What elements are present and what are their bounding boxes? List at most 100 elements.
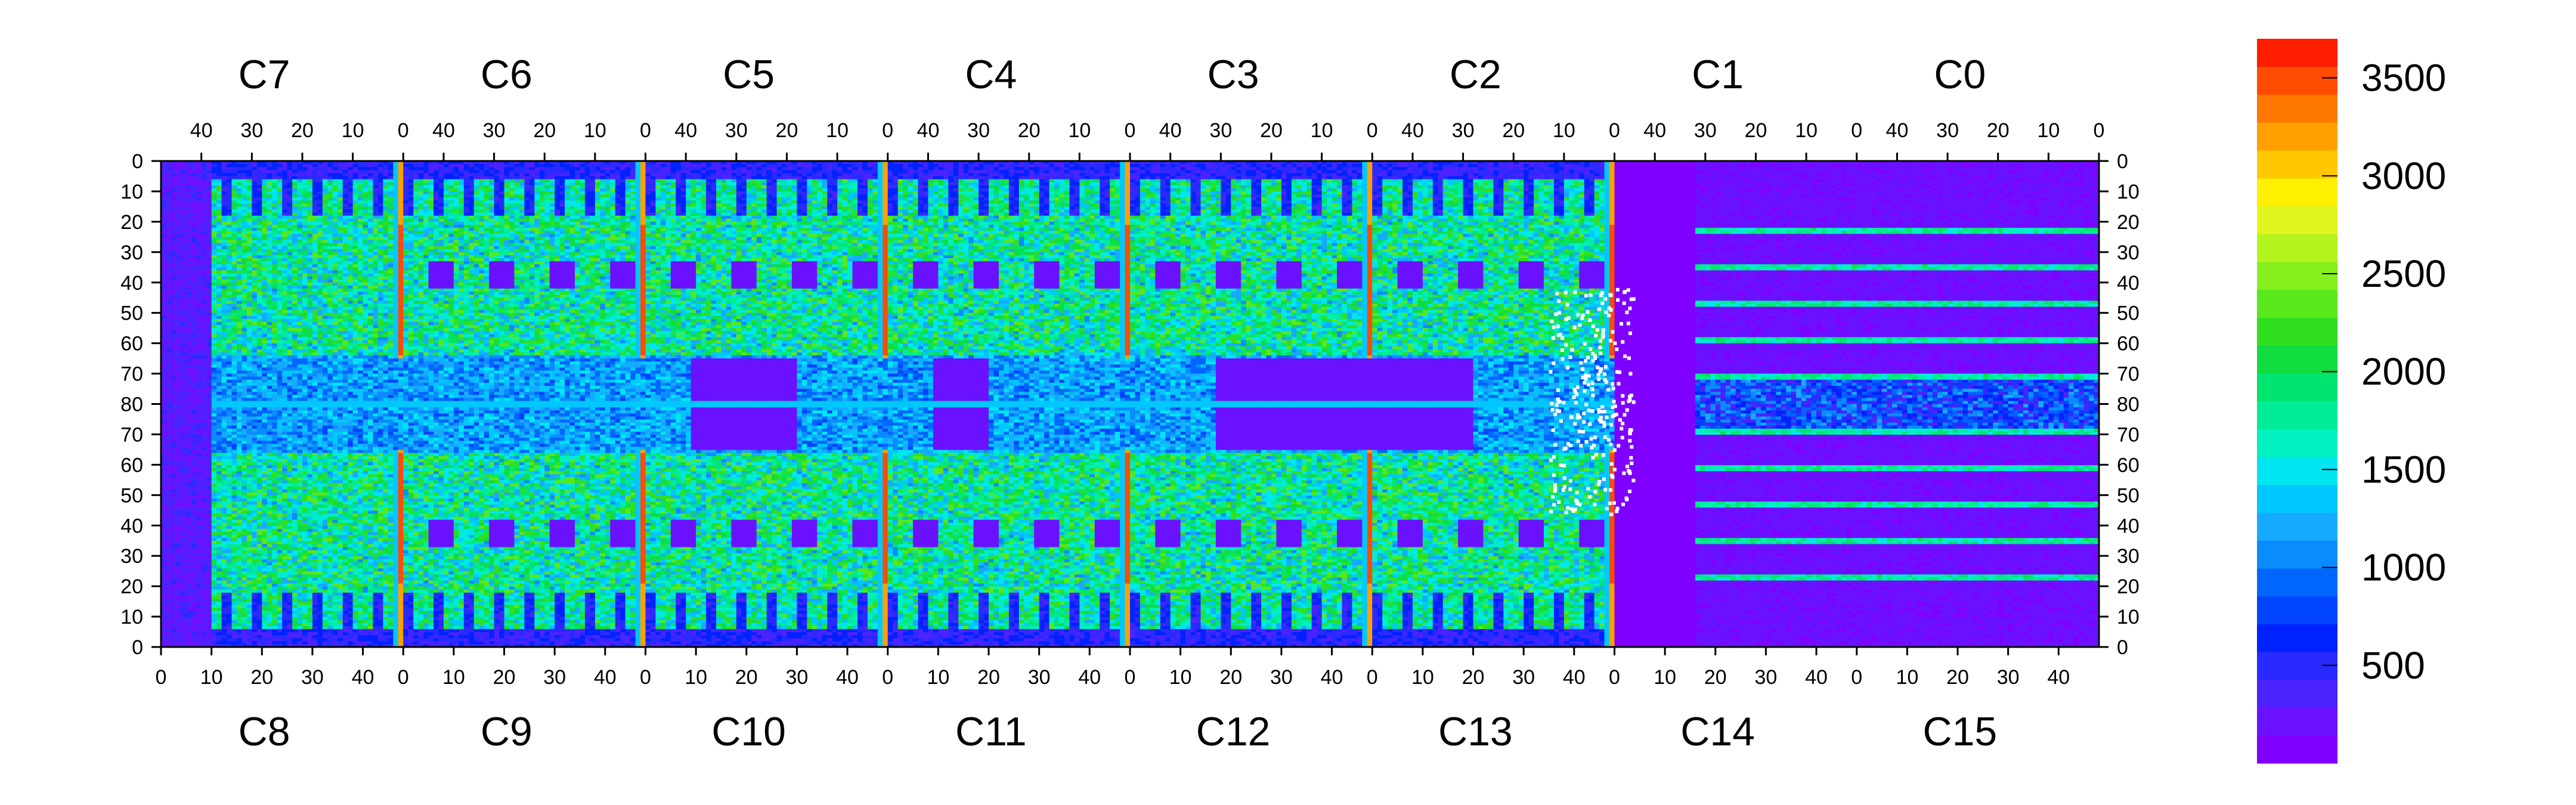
bottom-tick-label: 20 [1462, 666, 1485, 689]
top-tick-label: 20 [533, 119, 556, 142]
bottom-tick-label: 30 [1270, 666, 1293, 689]
y-tick-label-left: 20 [120, 211, 143, 234]
y-tick-label-right: 50 [2117, 484, 2140, 507]
top-tick-label: 20 [1018, 119, 1041, 142]
y-tick-label-left: 0 [132, 636, 143, 659]
colorbar-segment [2257, 540, 2337, 568]
bottom-tick-label: 10 [1896, 666, 1918, 689]
chip-label-top: C0 [1934, 52, 1986, 97]
chip-label-top: C2 [1450, 52, 1501, 97]
bottom-tick-label: 40 [1078, 666, 1101, 689]
top-tick-label: 40 [1401, 119, 1424, 142]
chip-label-top: C5 [723, 52, 775, 97]
top-tick-label: 10 [584, 119, 606, 142]
bottom-tick-label: 40 [1563, 666, 1586, 689]
bottom-tick-label: 0 [156, 666, 167, 689]
y-tick-label-right: 70 [2117, 363, 2140, 386]
y-tick-label-right: 10 [2117, 181, 2140, 203]
chip-label-bottom: C14 [1680, 709, 1755, 754]
top-tick-label: 20 [776, 119, 798, 142]
bottom-tick-label: 30 [543, 666, 566, 689]
colorbar-tick-label: 500 [2361, 644, 2425, 687]
top-tick-label: 0 [640, 119, 651, 142]
y-tick-label-left: 10 [120, 181, 143, 203]
top-tick-label: 10 [1795, 119, 1818, 142]
top-tick-label: 10 [342, 119, 364, 142]
y-tick-label-right: 40 [2117, 272, 2140, 295]
colorbar-tick-label: 2000 [2361, 350, 2446, 393]
bottom-tick-label: 20 [977, 666, 1000, 689]
top-tick-label: 40 [1643, 119, 1666, 142]
colorbar-segment [2257, 735, 2337, 763]
y-tick-label-left: 80 [120, 394, 143, 416]
colorbar-segment [2257, 457, 2337, 485]
colorbar-tick-label: 1500 [2361, 448, 2446, 491]
top-tick-label: 30 [1694, 119, 1717, 142]
y-tick-label-right: 0 [2117, 636, 2128, 659]
colorbar-segment [2257, 373, 2337, 401]
top-tick-label: 0 [1609, 119, 1620, 142]
top-tick-label: 20 [291, 119, 314, 142]
colorbar-segment [2257, 485, 2337, 513]
y-tick-label-right: 0 [2117, 150, 2128, 173]
colorbar-segment [2257, 262, 2337, 290]
top-tick-label: 0 [882, 119, 893, 142]
chip-label-bottom: C15 [1923, 709, 1998, 754]
colorbar-segment [2257, 429, 2337, 457]
chip-label-bottom: C13 [1438, 709, 1513, 754]
colorbar-segment [2257, 568, 2337, 596]
y-tick-label-left: 70 [120, 423, 143, 446]
chip-label-bottom: C9 [481, 709, 532, 754]
colorbar-segment [2257, 150, 2337, 178]
y-tick-label-right: 70 [2117, 423, 2140, 446]
y-tick-label-right: 40 [2117, 515, 2140, 537]
bottom-tick-label: 20 [1946, 666, 1969, 689]
top-tick-label: 20 [1502, 119, 1525, 142]
top-tick-label: 0 [1851, 119, 1862, 142]
y-tick-label-right: 50 [2117, 302, 2140, 325]
top-tick-label: 10 [1311, 119, 1333, 142]
bottom-tick-label: 40 [2047, 666, 2070, 689]
y-tick-label-right: 10 [2117, 606, 2140, 628]
bottom-tick-label: 10 [1411, 666, 1434, 689]
top-tick-label: 40 [190, 119, 213, 142]
colorbar-tick-label: 2500 [2361, 252, 2446, 295]
colorbar-segment [2257, 94, 2337, 122]
colorbar-segment [2257, 67, 2337, 95]
y-tick-label-right: 60 [2117, 454, 2140, 476]
top-tick-label: 30 [1209, 119, 1232, 142]
top-tick-label: 0 [398, 119, 409, 142]
colorbar-segment [2257, 317, 2337, 345]
top-tick-label: 30 [1452, 119, 1475, 142]
y-tick-label-left: 70 [120, 363, 143, 386]
colorbar-segment [2257, 401, 2337, 429]
y-tick-label-left: 60 [120, 333, 143, 355]
bottom-tick-label: 30 [1754, 666, 1777, 689]
top-tick-label: 30 [1936, 119, 1959, 142]
y-tick-label-right: 80 [2117, 394, 2140, 416]
y-tick-label-left: 50 [120, 484, 143, 507]
y-tick-label-left: 0 [132, 150, 143, 173]
bottom-tick-label: 40 [352, 666, 374, 689]
chip-label-bottom: C12 [1196, 709, 1271, 754]
y-tick-label-right: 20 [2117, 211, 2140, 234]
bottom-tick-label: 10 [200, 666, 223, 689]
bottom-tick-label: 10 [685, 666, 707, 689]
y-tick-label-left: 60 [120, 454, 143, 476]
top-tick-label: 20 [1260, 119, 1283, 142]
top-tick-label: 10 [2037, 119, 2060, 142]
top-tick-label: 0 [1125, 119, 1136, 142]
colorbar-segment [2257, 39, 2337, 67]
bottom-tick-label: 0 [1851, 666, 1862, 689]
colorbar-tick-label: 1000 [2361, 546, 2446, 589]
bottom-tick-label: 30 [1028, 666, 1051, 689]
bottom-tick-label: 20 [735, 666, 758, 689]
bottom-tick-label: 10 [1169, 666, 1192, 689]
bottom-tick-label: 0 [1125, 666, 1136, 689]
top-tick-label: 30 [725, 119, 748, 142]
colorbar-tick-label: 3500 [2361, 57, 2446, 100]
colorbar-segment [2257, 234, 2337, 262]
y-tick-label-left: 40 [120, 515, 143, 537]
